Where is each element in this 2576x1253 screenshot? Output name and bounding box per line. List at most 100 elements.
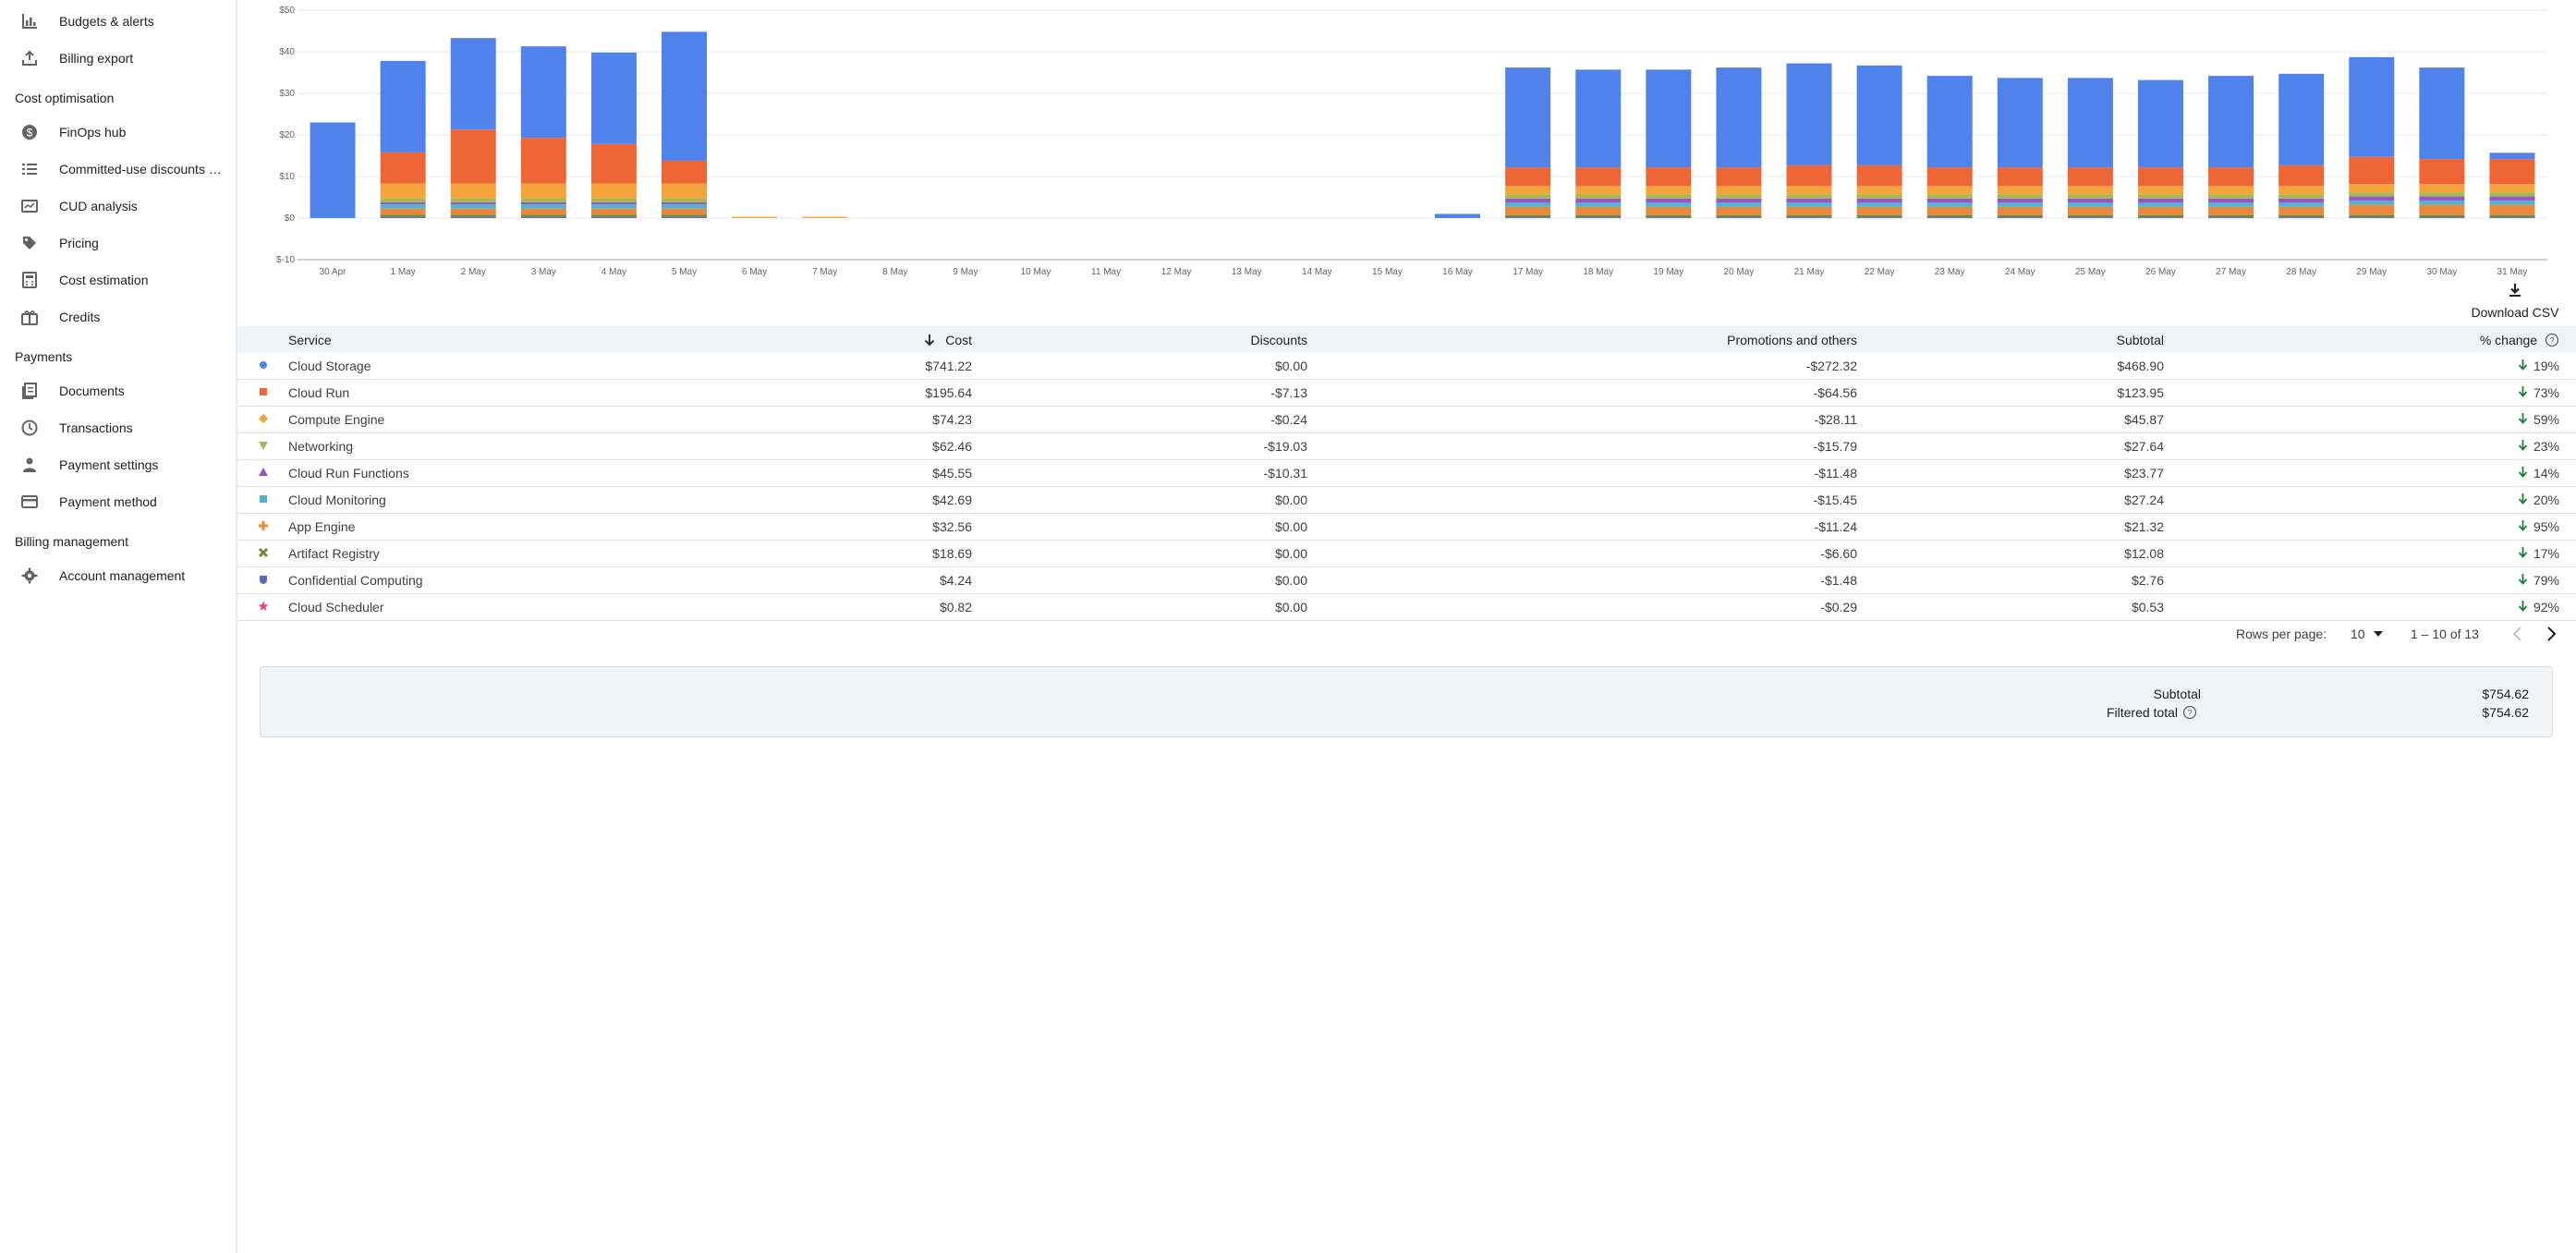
bar-segment xyxy=(1856,202,1902,207)
table-row[interactable]: Networking $62.46 -$19.03 -$15.79 $27.64 23% xyxy=(237,432,2576,460)
bar-segment xyxy=(1646,202,1692,207)
y-tick-label: $30 xyxy=(279,89,295,99)
service-name: Artifact Registry xyxy=(288,540,538,567)
subtotal-value: $27.24 xyxy=(1857,486,2164,514)
svg-text:?: ? xyxy=(2187,709,2192,718)
sidebar-item-documents[interactable]: Documents xyxy=(0,372,234,409)
sidebar-item-pricing[interactable]: Pricing xyxy=(0,225,234,262)
page-range: 1 – 10 of 13 xyxy=(2411,626,2479,641)
header-change[interactable]: % change ? xyxy=(2164,326,2576,353)
bar-segment xyxy=(1997,206,2043,215)
prev-page-icon[interactable] xyxy=(2510,625,2525,643)
sidebar-item-finops-hub[interactable]: $ FinOps hub xyxy=(0,114,234,151)
sidebar-item-transactions[interactable]: Transactions xyxy=(0,409,234,446)
service-name: Compute Engine xyxy=(288,406,538,433)
x-tick-label: 31 May xyxy=(2497,267,2528,277)
bar-segment xyxy=(2489,152,2535,160)
bar-segment xyxy=(1716,217,1762,219)
bar-segment xyxy=(2208,202,2254,207)
series-marker xyxy=(237,540,288,567)
x-tick-label: 11 May xyxy=(1091,267,1121,277)
arrow-down-icon xyxy=(2518,386,2528,397)
tag-icon xyxy=(23,237,36,249)
person-icon xyxy=(23,457,36,472)
subtotal-value: $2.76 xyxy=(1857,566,2164,594)
table-row[interactable]: Confidential Computing $4.24 $0.00 -$1.48 $2… xyxy=(237,566,2576,594)
download-csv-button[interactable]: Download CSV xyxy=(2460,277,2570,323)
discounts-value: -$7.13 xyxy=(979,379,1307,407)
change-percent: 20% xyxy=(2533,493,2559,507)
bar-segment xyxy=(1926,198,1973,203)
table-row[interactable]: Cloud Monitoring $42.69 $0.00 -$15.45 $27.24… xyxy=(237,486,2576,514)
help-icon[interactable]: ? xyxy=(2545,333,2559,347)
sidebar-item-payment-settings[interactable]: Payment settings xyxy=(0,446,234,483)
bar-segment xyxy=(590,214,637,217)
header-promotions[interactable]: Promotions and others xyxy=(1727,332,1857,347)
y-tick-label: $40 xyxy=(279,47,295,57)
sidebar-item-billing-export[interactable]: Billing export xyxy=(0,40,234,77)
triangle-down-marker-icon xyxy=(258,442,268,450)
y-tick-label: $50 xyxy=(279,6,295,16)
bar-segment xyxy=(1856,206,1902,215)
bar-segment xyxy=(380,216,426,218)
cost-value: $4.24 xyxy=(538,566,979,594)
service-name: Cloud Scheduler xyxy=(288,593,538,621)
filtered-total-help-icon[interactable]: ? xyxy=(2182,705,2197,720)
bar-segment xyxy=(2137,186,2183,195)
subtotal-value: $0.53 xyxy=(1857,593,2164,621)
sidebar-item-committed-use-discounts-c[interactable]: Committed-use discounts (C… xyxy=(0,151,234,188)
bar-segment xyxy=(1786,186,1832,195)
bar-segment xyxy=(1926,214,1973,218)
bar-segment xyxy=(1997,186,2043,195)
bar-segment xyxy=(520,201,566,205)
header-marker xyxy=(237,326,288,353)
x-tick-label: 3 May xyxy=(531,267,556,277)
bar-segment xyxy=(2137,206,2183,215)
sidebar-item-label: FinOps hub xyxy=(59,125,127,140)
sidebar-item-budgets-alerts[interactable]: Budgets & alerts xyxy=(0,3,234,40)
table-row[interactable]: Cloud Run Functions $45.55 -$10.31 -$11.48 $… xyxy=(237,459,2576,487)
bar-segment xyxy=(2278,214,2325,218)
header-service[interactable]: Service xyxy=(288,332,332,347)
sidebar-item-account-management[interactable]: Account management xyxy=(0,557,234,594)
table-row[interactable]: Cloud Run $195.64 -$7.13 -$64.56 $123.95 73% xyxy=(237,379,2576,407)
table-row[interactable]: Cloud Storage $741.22 $0.00 -$272.32 $468.90… xyxy=(237,353,2576,380)
subtotal-value: $23.77 xyxy=(1857,459,2164,487)
rows-per-page-select[interactable]: 10 xyxy=(2351,626,2384,641)
y-tick-label: $20 xyxy=(279,130,295,140)
sidebar-item-cost-estimation[interactable]: Cost estimation xyxy=(0,262,234,298)
table-row[interactable]: Cloud Scheduler $0.82 $0.00 -$0.29 $0.53 92% xyxy=(237,593,2576,621)
bar-segment xyxy=(2489,196,2535,201)
bar-segment xyxy=(1505,194,1551,199)
next-page-icon[interactable] xyxy=(2544,625,2558,643)
bar-segment xyxy=(450,214,496,217)
bar-segment xyxy=(1435,213,1481,218)
table-row[interactable]: App Engine $32.56 $0.00 -$11.24 $21.32 95% xyxy=(237,513,2576,541)
header-cost[interactable]: Cost xyxy=(538,326,979,353)
dollar-circle-icon: $ xyxy=(22,125,37,140)
x-tick-label: 17 May xyxy=(1513,267,1543,277)
arrow-down-icon xyxy=(2518,359,2528,371)
sidebar-item-cud-analysis[interactable]: CUD analysis xyxy=(0,188,234,225)
bar-segment xyxy=(1786,206,1832,215)
change-value: 23% xyxy=(2164,432,2576,460)
change-value: 20% xyxy=(2164,486,2576,514)
sidebar-item-credits[interactable]: Credits xyxy=(0,298,234,335)
bar-segment xyxy=(1505,198,1551,203)
header-subtotal[interactable]: Subtotal xyxy=(2116,332,2164,347)
bar-segment xyxy=(732,216,778,218)
sidebar-item-label: Billing export xyxy=(59,51,134,66)
series-marker xyxy=(237,513,288,541)
table-row[interactable]: Artifact Registry $18.69 $0.00 -$6.60 $12.08… xyxy=(237,540,2576,567)
bar-segment xyxy=(380,201,426,205)
bar-segment xyxy=(2419,67,2465,160)
bar-segment xyxy=(1926,186,1973,195)
table-row[interactable]: Compute Engine $74.23 -$0.24 -$28.11 $45.87 5… xyxy=(237,406,2576,433)
x-tick-label: 30 Apr xyxy=(320,267,347,277)
bar-segment xyxy=(2208,206,2254,215)
header-discounts[interactable]: Discounts xyxy=(1250,332,1307,347)
bar-segment xyxy=(1646,206,1692,215)
service-name: Networking xyxy=(288,432,538,460)
x-tick-label: 6 May xyxy=(742,267,767,277)
sidebar-item-payment-method[interactable]: Payment method xyxy=(0,483,234,520)
